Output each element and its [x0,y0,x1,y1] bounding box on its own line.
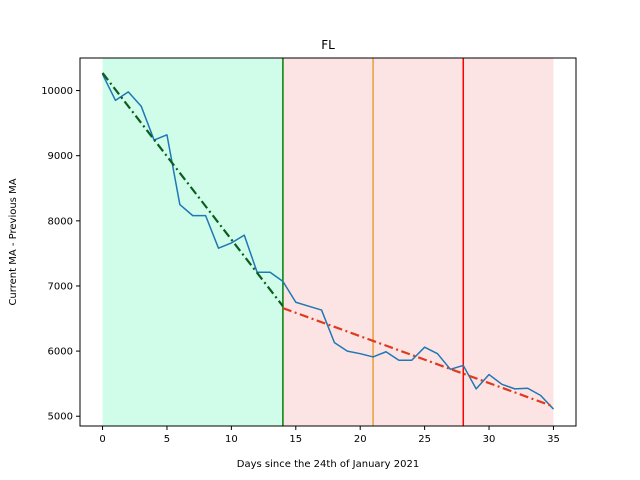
y-axis-label: Current MA - Previous MA [8,178,19,305]
x-tick-label: 30 [483,434,496,445]
y-tick-label: 5000 [48,412,73,423]
x-axis-label: Days since the 24th of January 2021 [237,459,419,470]
x-tick-label: 0 [99,434,105,445]
y-tick-label: 9000 [48,151,73,162]
x-tick-label: 15 [289,434,302,445]
chart-title: FL [321,38,335,52]
data-series-line [101,73,554,410]
shaded-region-1 [282,58,554,426]
y-tick-label: 8000 [48,216,73,227]
shaded-regions [102,58,554,426]
x-tick-label: 5 [164,434,170,445]
x-tick-label: 20 [354,434,367,445]
x-tick-label: 25 [418,434,431,445]
shaded-region-0 [102,58,283,426]
x-tick-label: 35 [547,434,560,445]
y-tick-label: 10000 [41,86,73,97]
trend-line-2 [282,307,554,408]
y-axis-ticks: 5000 6000 7000 8000 9000 10000 [41,86,80,423]
x-tick-label: 10 [225,434,238,445]
vertical-marker-lines [282,58,465,426]
y-tick-label: 6000 [48,347,73,358]
plot-frame [79,57,577,427]
y-tick-label: 7000 [48,281,73,292]
series-layer [101,72,554,410]
trend-line-1 [101,72,284,307]
x-axis-ticks: 0 5 10 15 20 25 30 35 [99,426,560,445]
